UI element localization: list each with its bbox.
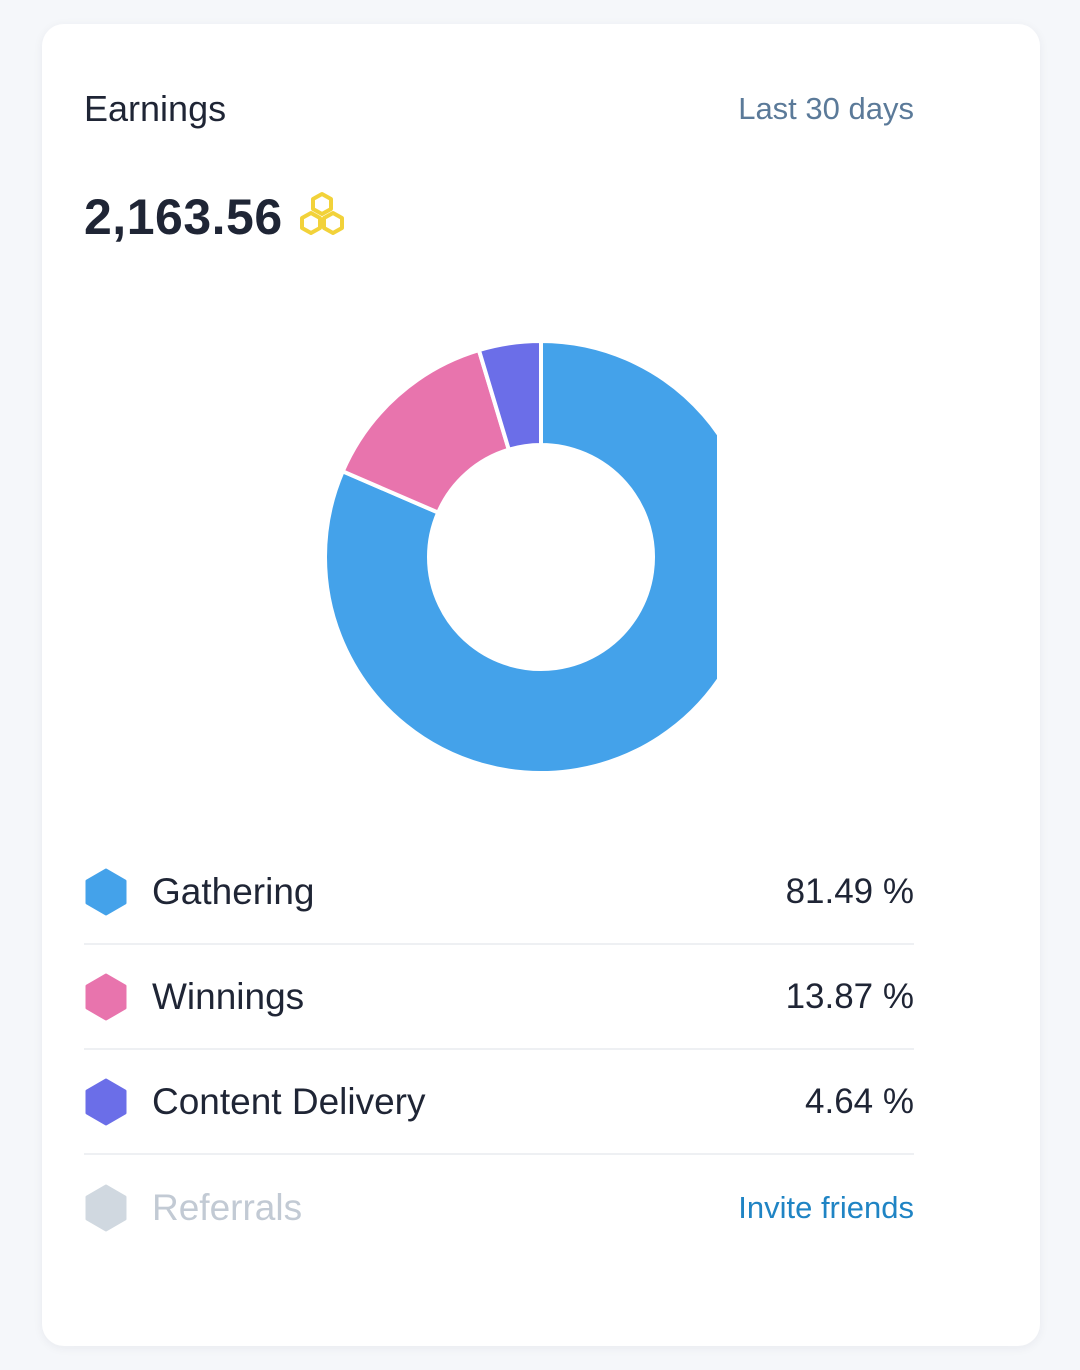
legend-label: Content Delivery bbox=[152, 1080, 426, 1122]
content-delivery-hexagon-icon bbox=[85, 1078, 127, 1125]
earnings-donut-chart bbox=[323, 339, 717, 775]
legend-row-referrals: Referrals Invite friends bbox=[84, 1155, 914, 1260]
referrals-hexagon-icon bbox=[85, 1184, 127, 1231]
legend-value: 81.49 % bbox=[785, 871, 914, 911]
card-title: Earnings bbox=[84, 88, 227, 129]
invite-friends-link[interactable]: Invite friends bbox=[738, 1189, 914, 1225]
total-value: 2,163.56 bbox=[84, 189, 283, 245]
legend-value: 4.64 % bbox=[805, 1081, 914, 1121]
donut-slice-gathering bbox=[323, 339, 717, 775]
legend-row-content-delivery: Content Delivery 4.64 % bbox=[84, 1050, 914, 1155]
total-earnings: 2,163.56 bbox=[84, 188, 351, 246]
legend-label: Referrals bbox=[152, 1186, 303, 1228]
legend-label: Winnings bbox=[152, 975, 305, 1017]
donut-slice-content-delivery bbox=[476, 339, 543, 452]
legend-label: Gathering bbox=[152, 870, 315, 912]
legend-value: 13.87 % bbox=[785, 976, 914, 1016]
card-header: Earnings Last 30 days bbox=[84, 88, 914, 130]
legend-row-winnings: Winnings 13.87 % bbox=[84, 945, 914, 1050]
period-selector[interactable]: Last 30 days bbox=[738, 91, 914, 126]
gathering-hexagon-icon bbox=[85, 868, 127, 915]
legend-row-gathering: Gathering 81.49 % bbox=[84, 840, 914, 945]
winnings-hexagon-icon bbox=[85, 973, 127, 1020]
honeycomb-icon bbox=[299, 192, 344, 235]
earnings-legend: Gathering 81.49 % Winnings 13.87 % Conte… bbox=[84, 840, 914, 1260]
